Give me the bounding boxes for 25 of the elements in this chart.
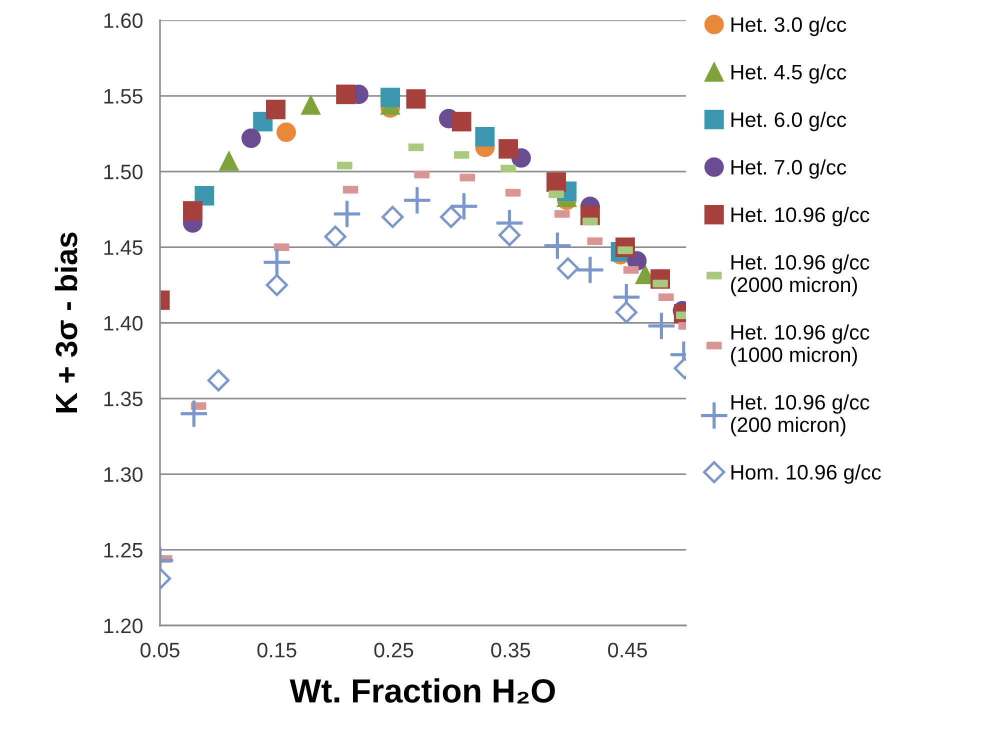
legend-label: Het. 4.5 g/cc [731,64,846,84]
y-tick-label: 1.45 [104,240,142,255]
legend-label: Het. 10.96 g/cc [731,206,870,226]
y-tick-label: 1.35 [104,392,142,406]
y-tick-label: 1.40 [104,316,143,331]
y-axis-title: K + 3σ - bias [54,232,78,412]
x-tick-label: 0.15 [257,642,296,658]
x-tick-label: 0.05 [140,642,180,658]
y-tick-label: 1.25 [104,542,142,558]
legend-label: Hom. 10.96 g/cc [731,464,881,484]
x-tick-label: 0.35 [491,642,530,658]
legend-label: Het. 10.96 g/cc (200 micron) [731,394,870,436]
legend-label: Het. 6.0 g/cc [731,112,846,132]
legend-label: Het. 10.96 g/cc (2000 micron) [731,254,870,296]
y-tick-label: 1.20 [104,618,143,634]
y-tick-label: 1.50 [104,164,143,180]
legend-label: Het. 7.0 g/cc [731,159,846,179]
x-tick-label: 0.25 [374,642,414,658]
y-tick-label: 1.60 [104,13,143,28]
legend-label: Het. 3.0 g/cc [731,16,846,36]
x-tick-label: 0.45 [608,642,647,658]
x-axis-title: Wt. Fraction H₂O [290,678,555,704]
y-tick-label: 1.55 [104,89,142,104]
y-tick-label: 1.30 [104,467,143,482]
legend-label: Het. 10.96 g/cc (1000 micron) [731,324,870,366]
